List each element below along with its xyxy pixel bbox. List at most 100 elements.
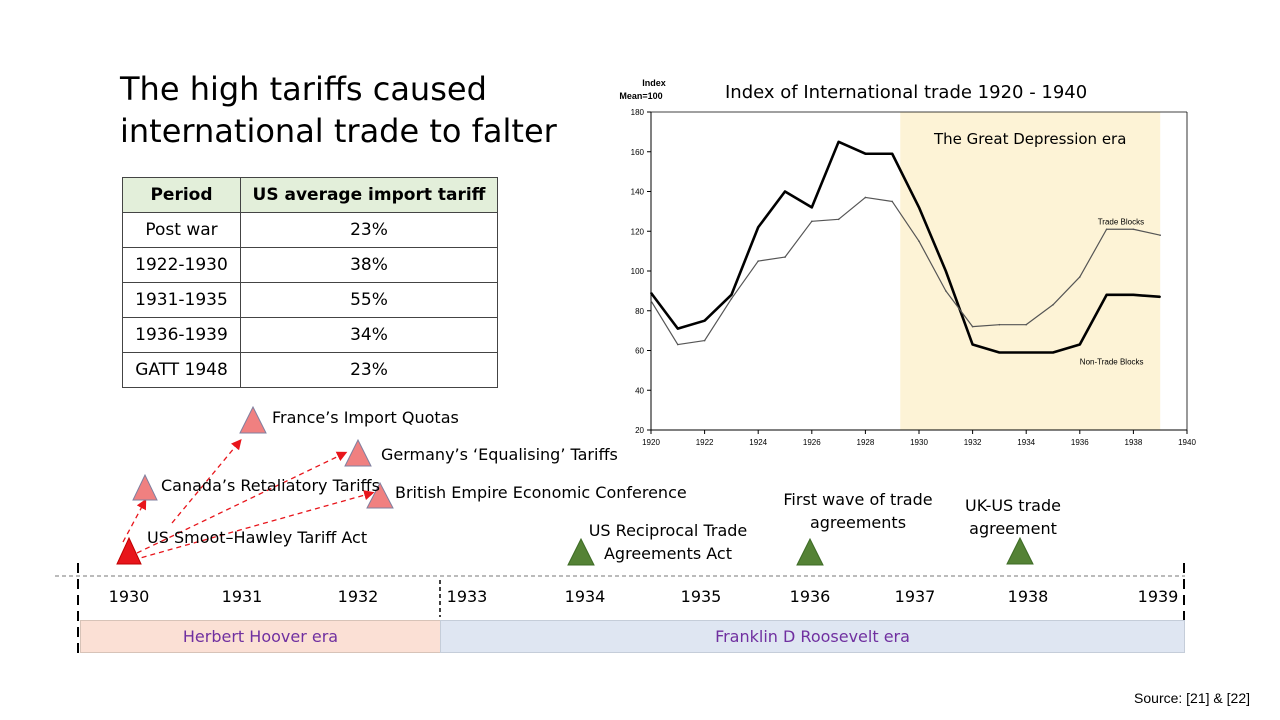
event-france: France’s Import Quotas (272, 408, 459, 427)
table-cell-period: Post war (122, 212, 241, 248)
data-point (650, 292, 652, 294)
table-cell-tariff: 23% (240, 212, 498, 248)
table-cell-tariff: 55% (240, 282, 498, 318)
slide-title: The high tariffs caused international tr… (120, 70, 557, 150)
year-label: 1934 (564, 587, 606, 606)
y-tick-label: 180 (631, 108, 645, 117)
data-point (730, 294, 733, 296)
data-point (1159, 234, 1161, 237)
y-tick-label: 120 (631, 227, 645, 236)
year-label: 1932 (337, 587, 379, 606)
year-label: 1938 (1007, 587, 1049, 606)
depression-era-label: The Great Depression era (933, 130, 1126, 148)
y-tick-label: 160 (631, 148, 645, 157)
year-label: 1930 (108, 587, 150, 606)
data-point (784, 256, 786, 258)
series-line-trade-blocks (650, 196, 1161, 346)
table-cell-period: GATT 1948 (122, 352, 241, 388)
timeline-graphics (55, 405, 1185, 653)
table-header-row: Period US average import tariff (122, 177, 498, 213)
table-cell-tariff: 34% (240, 317, 498, 353)
column-header-period: Period (122, 177, 241, 213)
x-tick-label: 1922 (696, 438, 714, 447)
x-tick-label: 1934 (1017, 438, 1035, 447)
column-header-tariff: US average import tariff (240, 177, 498, 213)
era-fdr-band: Franklin D Roosevelt era (440, 620, 1185, 653)
source-note: Source: [21] & [22] (1134, 690, 1250, 706)
data-point (891, 152, 893, 155)
data-point (703, 319, 706, 322)
table-row: 1922-1930 38% (122, 247, 498, 283)
y-tick-label: 100 (631, 267, 645, 276)
data-point (730, 298, 733, 300)
year-label: 1931 (221, 587, 263, 606)
x-tick-label: 1926 (803, 438, 821, 447)
data-point (1025, 323, 1027, 326)
data-point (971, 325, 974, 328)
data-point (864, 196, 867, 199)
series-label-non-trade-blocks: Non-Trade Blocks (1080, 358, 1144, 367)
table-cell-period: 1936-1939 (122, 317, 241, 353)
data-point (677, 327, 679, 330)
data-point (998, 351, 1001, 354)
influence-arrows (122, 438, 375, 561)
data-point (811, 220, 813, 223)
data-point (918, 206, 920, 209)
data-point (703, 339, 706, 342)
data-point (1052, 303, 1054, 306)
reciprocal-act-triangle-icon (567, 537, 595, 566)
year-label: 1939 (1137, 587, 1179, 606)
british-empire-triangle-icon (366, 481, 394, 509)
data-point (945, 270, 947, 272)
x-tick-label: 1930 (910, 438, 928, 447)
y-tick-label: 20 (635, 426, 644, 435)
data-point (1132, 294, 1135, 296)
data-point (1105, 294, 1108, 296)
table-cell-period: 1922-1930 (122, 247, 241, 283)
table-cell-tariff: 38% (240, 247, 498, 283)
event-reciprocal-act: US Reciprocal Trade Agreements Act (588, 521, 748, 563)
france-triangle-icon (239, 405, 267, 434)
uk-us-triangle-icon (1006, 536, 1034, 565)
data-point (1052, 351, 1054, 354)
data-point (650, 300, 652, 302)
table-row: GATT 1948 23% (122, 352, 498, 388)
y-tick-label: 80 (635, 307, 644, 316)
data-point (1132, 228, 1135, 231)
table-cell-period: 1931-1935 (122, 282, 241, 318)
x-tick-label: 1932 (964, 438, 982, 447)
data-point (945, 290, 947, 292)
chart-title: Index of International trade 1920 - 1940 (725, 82, 1088, 103)
x-tick-label: 1936 (1071, 438, 1089, 447)
data-point (784, 190, 786, 193)
event-uk-us: UK-US trade agreement (965, 496, 1061, 538)
smoot-hawley-triangle-icon (116, 536, 142, 565)
data-point (757, 226, 759, 229)
x-tick-label: 1940 (1178, 438, 1196, 447)
data-point (837, 218, 840, 221)
data-point (1025, 351, 1027, 354)
series-label-trade-blocks: Trade Blocks (1098, 217, 1144, 226)
depression-era-shading (900, 112, 1161, 430)
data-point (1079, 343, 1081, 346)
x-tick-label: 1920 (642, 438, 660, 447)
table-row: 1931-1935 55% (122, 282, 498, 318)
tariff-table: Period US average import tariff Post war… (122, 177, 498, 388)
event-smoot-hawley: US Smoot–Hawley Tariff Act (147, 528, 368, 547)
year-label: 1935 (680, 587, 722, 606)
table-row: Post war 23% (122, 212, 498, 248)
x-tick-label: 1924 (749, 438, 767, 447)
year-label: 1933 (446, 587, 488, 606)
data-point (998, 323, 1001, 326)
event-first-wave: First wave of trade agreements (783, 490, 933, 532)
data-point (811, 206, 813, 209)
series-line-non-trade-blocks (649, 140, 1161, 354)
era-hoover-band: Herbert Hoover era (80, 620, 441, 653)
x-tick-label: 1928 (857, 438, 875, 447)
y-tick-label: 140 (631, 188, 645, 197)
y-tick-label: 40 (635, 386, 644, 395)
table-cell-tariff: 23% (240, 352, 498, 388)
y-axis-label: Index (642, 78, 666, 88)
data-point (837, 141, 840, 143)
data-point (891, 200, 893, 203)
